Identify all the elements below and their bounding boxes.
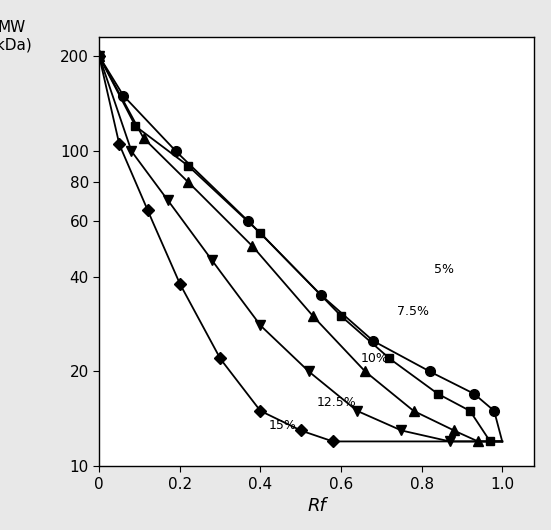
Text: 5%: 5%	[434, 263, 453, 277]
Text: 12.5%: 12.5%	[317, 395, 356, 409]
Text: 7.5%: 7.5%	[397, 305, 429, 318]
Y-axis label: MW
(kDa): MW (kDa)	[0, 20, 33, 52]
Text: 15%: 15%	[268, 419, 296, 432]
Text: 10%: 10%	[361, 352, 389, 365]
X-axis label: Rf: Rf	[307, 497, 326, 515]
